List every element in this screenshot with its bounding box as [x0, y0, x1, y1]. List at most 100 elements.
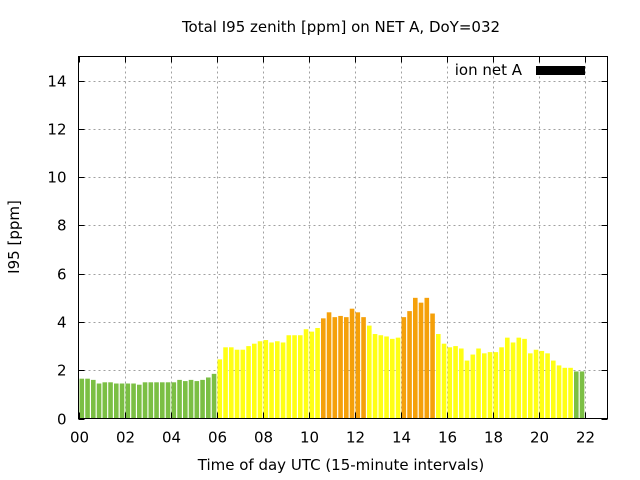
- bar: [91, 379, 96, 419]
- bars: [79, 297, 585, 419]
- bar: [332, 317, 338, 419]
- bar: [395, 337, 401, 419]
- plot-frame: [78, 56, 608, 419]
- bar: [545, 353, 550, 419]
- bar: [234, 349, 240, 419]
- bar: [206, 377, 211, 419]
- bar: [539, 350, 545, 419]
- bar: [309, 331, 315, 419]
- bar: [119, 383, 125, 419]
- x-tick-label: 02: [116, 429, 135, 447]
- x-tick-label: 12: [346, 429, 365, 447]
- bar: [257, 341, 263, 419]
- bar: [194, 381, 200, 419]
- bar: [96, 383, 102, 419]
- bar: [188, 379, 194, 419]
- bar: [338, 315, 343, 419]
- bar: [384, 336, 389, 419]
- x-tick-label: 22: [576, 429, 595, 447]
- bar: [114, 383, 119, 419]
- bar: [401, 317, 407, 419]
- bar: [211, 373, 217, 419]
- bar: [183, 381, 188, 419]
- y-tick-label: 6: [57, 266, 67, 284]
- y-tick-label: 8: [57, 217, 67, 235]
- bar: [275, 341, 280, 419]
- y-tick-label: 14: [47, 73, 66, 91]
- x-tick-label: 18: [484, 429, 503, 447]
- bar: [418, 302, 424, 419]
- bar: [269, 342, 274, 419]
- bar: [441, 343, 447, 419]
- x-tick-label: 10: [300, 429, 319, 447]
- legend-swatch: [536, 66, 585, 75]
- bar: [424, 297, 430, 419]
- bar: [367, 325, 372, 419]
- y-tick-label: 0: [57, 411, 67, 429]
- bar: [407, 311, 412, 419]
- y-tick-label: 12: [47, 121, 66, 139]
- bar: [154, 382, 159, 419]
- bar: [252, 343, 257, 419]
- bar: [533, 349, 539, 419]
- bar: [510, 342, 516, 419]
- bar: [303, 329, 309, 419]
- legend: ion net A: [455, 61, 585, 79]
- bar: [390, 338, 395, 419]
- x-axis-label: Time of day UTC (15-minute intervals): [197, 456, 484, 474]
- x-tick-label: 16: [438, 429, 457, 447]
- y-tick-label: 4: [57, 314, 67, 332]
- bar: [102, 382, 108, 419]
- bar: [470, 354, 476, 419]
- bar: [378, 335, 384, 419]
- x-tick-label: 14: [392, 429, 411, 447]
- bar: [505, 337, 510, 419]
- bar: [476, 348, 481, 419]
- bar: [436, 334, 441, 419]
- bar: [556, 365, 562, 419]
- bar: [79, 378, 85, 419]
- bar: [361, 317, 366, 419]
- y-tick-labels: 0 2 4 6 8 10 12 14: [47, 73, 66, 429]
- bar: [522, 338, 527, 419]
- bar: [321, 318, 326, 419]
- bar: [562, 367, 568, 419]
- bar: [464, 360, 470, 419]
- bar: [177, 379, 182, 419]
- bar: [551, 360, 556, 419]
- bar: [200, 379, 205, 419]
- bar: [298, 335, 303, 419]
- bar: [528, 353, 533, 419]
- legend-label: ion net A: [455, 61, 523, 79]
- bar: [165, 382, 171, 419]
- x-tick-labels: 00 02 04 06 08 10 12 14 16 18 20 22: [70, 429, 595, 447]
- bar: [355, 312, 361, 419]
- bar: [453, 346, 458, 419]
- x-tick-label: 08: [254, 429, 273, 447]
- bar: [263, 340, 269, 419]
- bar: [326, 312, 332, 419]
- bar: [568, 367, 573, 419]
- bar: [344, 317, 349, 419]
- bar: [482, 353, 487, 419]
- bar: [349, 308, 355, 419]
- bar: [493, 352, 499, 419]
- bar: [315, 328, 320, 419]
- bar: [85, 378, 90, 419]
- bar: [459, 348, 464, 419]
- bar: [125, 383, 131, 419]
- bar: [229, 347, 234, 419]
- x-tick-label: 06: [208, 429, 227, 447]
- bar: [148, 382, 154, 419]
- bar: [131, 383, 136, 419]
- bar: [171, 382, 177, 419]
- x-tick-label: 20: [530, 429, 549, 447]
- x-tick-label: 00: [70, 429, 89, 447]
- bar: [292, 335, 297, 419]
- bar: [108, 382, 113, 419]
- y-tick-label: 2: [57, 362, 67, 380]
- bar: [142, 382, 148, 419]
- bar: [240, 349, 246, 419]
- bar: [499, 347, 504, 419]
- bar: [246, 346, 251, 419]
